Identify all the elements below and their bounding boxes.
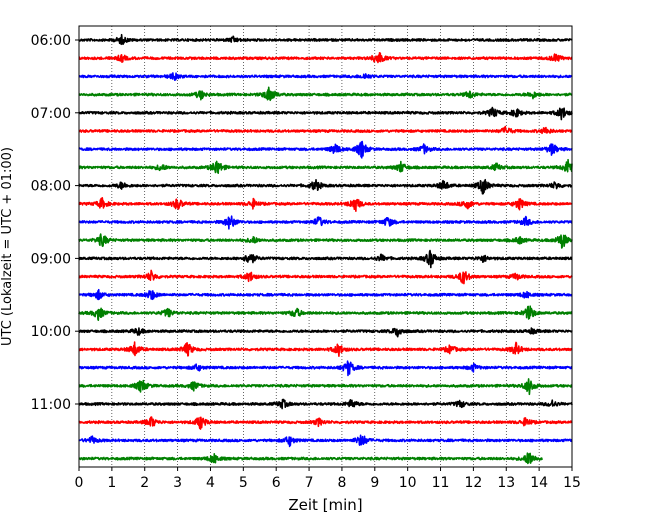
seismogram-trace-0915 xyxy=(78,269,573,285)
seismogram-trace-1015 xyxy=(78,341,573,357)
x-tick-label: 14 xyxy=(530,475,548,491)
traces-layer xyxy=(78,33,573,465)
y-tick-label: 07:00 xyxy=(31,106,71,122)
seismogram-trace-0945 xyxy=(78,305,573,321)
seismogram-trace-1000 xyxy=(78,327,573,338)
seismogram-trace-0830 xyxy=(78,215,573,230)
seismogram-trace-0630 xyxy=(78,72,573,81)
x-axis-label: Zeit [min] xyxy=(288,496,362,514)
y-tick-label: 10:00 xyxy=(31,324,71,340)
x-tick-label: 8 xyxy=(337,475,346,491)
seismogram-trace-0815 xyxy=(78,197,573,212)
seismogram-trace-0745 xyxy=(78,158,573,174)
seismogram-trace-1115 xyxy=(78,416,573,430)
seismogram-trace-0930 xyxy=(78,288,573,301)
y-tick-label: 11:00 xyxy=(31,397,71,413)
x-tick-label: 11 xyxy=(432,475,450,491)
seismogram-trace-1145 xyxy=(78,452,544,465)
seismogram-trace-0600 xyxy=(78,33,573,46)
y-tick-label: 09:00 xyxy=(31,251,71,267)
seismogram-trace-0615 xyxy=(78,51,573,64)
x-tick-label: 5 xyxy=(239,475,248,491)
x-tick-label: 0 xyxy=(75,475,84,491)
seismogram-trace-1030 xyxy=(78,360,573,377)
seismogram-trace-0730 xyxy=(78,140,573,159)
seismogram-trace-1100 xyxy=(78,398,573,410)
x-tick-label: 1 xyxy=(107,475,116,491)
y-tick-label: 06:00 xyxy=(31,33,71,49)
seismogram-trace-1130 xyxy=(78,434,573,448)
y-axis-label: UTC (Lokalzeit = UTC + 01:00) xyxy=(0,147,15,346)
x-tick-label: 15 xyxy=(563,475,581,491)
x-tick-label: 3 xyxy=(173,475,182,491)
seismogram-trace-0900 xyxy=(78,249,573,269)
x-tick-label: 4 xyxy=(206,475,215,491)
grid-layer xyxy=(111,26,540,467)
y-axis: 06:00 07:00 08:00 09:00 10:00 11:00 xyxy=(31,33,79,413)
x-tick-label: 6 xyxy=(272,475,281,491)
seismogram-trace-0845 xyxy=(78,233,573,249)
x-tick-label: 13 xyxy=(497,475,515,491)
y-tick-label: 08:00 xyxy=(31,179,71,195)
seismogram-trace-0645 xyxy=(78,86,573,102)
x-tick-label: 12 xyxy=(464,475,482,491)
x-tick-label: 2 xyxy=(140,475,149,491)
seismogram-trace-0700 xyxy=(78,106,573,121)
seismogram-trace-0800 xyxy=(78,178,573,195)
x-tick-label: 9 xyxy=(370,475,379,491)
seismogram-trace-1045 xyxy=(78,378,573,396)
seismogram-trace-0715 xyxy=(78,125,573,135)
x-tick-label: 10 xyxy=(399,475,417,491)
x-axis: 0 1 2 3 4 5 6 7 8 9 10 11 12 13 14 15 xyxy=(75,467,581,491)
plot-frame xyxy=(78,25,573,468)
x-tick-label: 7 xyxy=(305,475,314,491)
